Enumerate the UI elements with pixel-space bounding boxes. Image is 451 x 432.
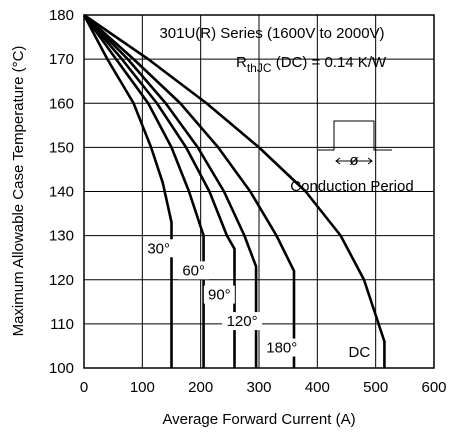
y-tick-label: 130 — [49, 228, 74, 245]
x-axis-label: Average Forward Current (A) — [162, 411, 355, 428]
y-tick-label: 150 — [49, 139, 74, 156]
rth-rest: (DC) = 0.14 K/W — [272, 54, 387, 71]
conduction-period-inset — [318, 120, 392, 165]
series-line — [83, 14, 296, 368]
series-label-bg — [203, 285, 235, 304]
series-label: 180° — [266, 340, 297, 357]
series-label: 90° — [208, 287, 231, 304]
series-line — [82, 14, 205, 368]
inset-label: Conduction Period — [290, 178, 413, 195]
series-line — [83, 14, 236, 368]
x-tick-label: 300 — [246, 379, 271, 396]
x-tick-label: 500 — [363, 379, 388, 396]
plot-frame — [83, 14, 435, 369]
y-tick-label: 180 — [49, 7, 74, 24]
series-lines — [82, 13, 386, 368]
series-label: 30° — [147, 240, 170, 257]
x-tick-label: 0 — [80, 379, 88, 396]
chart-title: 301U(R) Series (1600V to 2000V) — [159, 25, 384, 42]
series-label-bg — [261, 338, 302, 357]
series-line — [82, 14, 173, 368]
series-label: DC — [348, 344, 370, 361]
y-axis-label: Maximum Allowable Case Temperature (°C) — [10, 46, 27, 337]
series-label-bg — [348, 342, 371, 361]
series-label-bg — [222, 312, 263, 331]
rth-main: R — [236, 54, 247, 71]
y-tick-label: 110 — [50, 316, 74, 333]
x-tick-label: 100 — [130, 379, 155, 396]
series-label-bg — [178, 261, 210, 280]
series-line — [83, 14, 258, 368]
y-tick-label: 120 — [49, 272, 74, 289]
inset-symbol: ø — [349, 152, 358, 169]
series-labels: 30° 60°90° 120° 180° DC — [143, 239, 371, 361]
series-label-bg — [143, 239, 175, 258]
x-tick-label: 600 — [421, 379, 446, 396]
series-label: 120° — [227, 313, 258, 330]
series-line — [83, 13, 386, 368]
y-tick-label: 140 — [49, 184, 74, 201]
x-tick-label: 200 — [188, 379, 213, 396]
rth-annotation: RthJC (DC) = 0.14 K/W — [236, 54, 387, 75]
rth-sub: thJC — [247, 61, 272, 75]
y-tick-label: 160 — [49, 95, 74, 112]
y-tick-label: 170 — [49, 51, 74, 68]
y-tick-label: 100 — [49, 360, 74, 377]
x-tick-label: 400 — [305, 379, 330, 396]
x-axis-ticks: 0 100 200 300 400 500 600 — [80, 379, 447, 396]
series-label: 60° — [182, 262, 205, 279]
y-axis-ticks: 100 110 120 130 140 150 160 170 180 — [49, 7, 74, 377]
